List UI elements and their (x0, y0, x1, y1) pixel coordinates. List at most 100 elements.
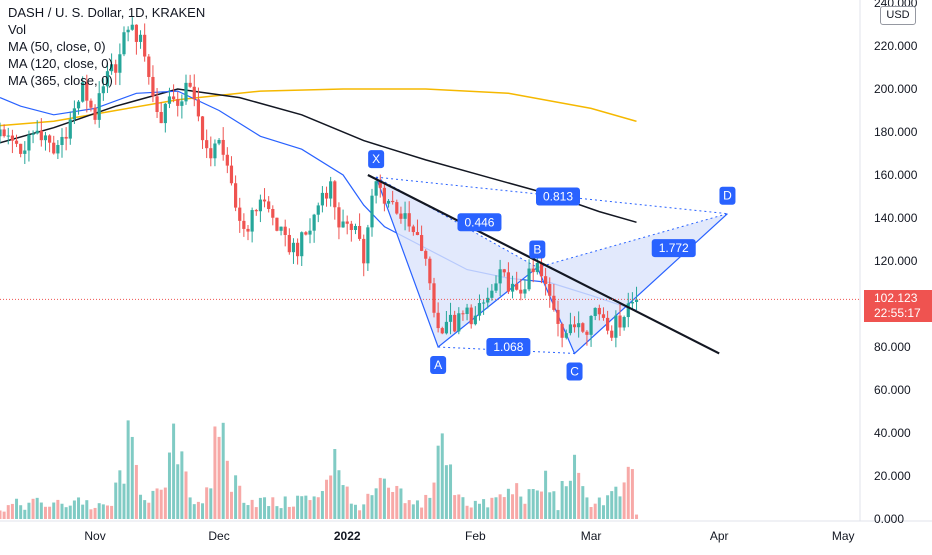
candle-body (432, 283, 436, 313)
volume-bar (320, 491, 324, 519)
candle-body (370, 195, 374, 228)
candle-body (362, 238, 366, 264)
candle-body (486, 297, 490, 303)
candle-body (205, 140, 209, 149)
volume-bar (155, 488, 159, 519)
volume-bar (97, 503, 101, 519)
candle-body (101, 86, 105, 94)
candle-body (93, 107, 97, 120)
candle-body (345, 221, 349, 224)
candle-body (411, 226, 415, 233)
candle-body (60, 136, 64, 145)
candle-body (510, 283, 515, 292)
volume-bar (325, 479, 329, 519)
x-tick-label: Apr (710, 529, 729, 543)
candle-body (122, 32, 126, 55)
candle-body (436, 312, 440, 329)
volume-bar (101, 504, 105, 519)
volume-bar (52, 502, 56, 519)
candle-body (130, 24, 134, 30)
volume-bar (304, 495, 308, 519)
candle-body (213, 143, 217, 159)
volume-bar (238, 485, 242, 519)
candle-body (275, 217, 279, 231)
candle-body (482, 302, 486, 304)
candle-body (572, 324, 577, 328)
currency-button[interactable]: USD (880, 6, 916, 25)
candle-body (300, 232, 304, 257)
candle-body (585, 331, 589, 335)
volume-bar (548, 492, 552, 519)
candle-body (420, 235, 424, 251)
pattern-point-badge (719, 186, 736, 205)
volume-bar (622, 482, 626, 519)
volume-bar (225, 460, 229, 519)
volume-bar (453, 495, 457, 519)
volume-bar (399, 488, 403, 519)
candle-body (548, 283, 552, 296)
volume-bar (184, 471, 188, 519)
candle-body (610, 330, 614, 338)
candle-body (304, 232, 308, 235)
volume-bar (531, 489, 535, 519)
volume-bar (560, 480, 564, 519)
y-tick-label: 240.000 (874, 0, 918, 10)
candle-body (312, 214, 316, 231)
candle-body (246, 228, 250, 232)
pattern-point-label: D (723, 189, 732, 203)
candle-body (262, 199, 267, 202)
candle-body (0, 129, 2, 137)
candle-body (391, 200, 395, 203)
candle-body (163, 103, 167, 124)
candle-body (502, 269, 506, 273)
volume-bar (482, 499, 486, 519)
volume-bar (77, 497, 81, 519)
volume-bar (420, 507, 424, 519)
candle-body (217, 139, 221, 144)
volume-bar (370, 495, 374, 519)
candle-body (589, 315, 593, 335)
candle-body (581, 323, 585, 332)
y-tick-label: 200.000 (874, 82, 918, 96)
volume-bar (411, 504, 415, 519)
volume-bar (205, 487, 209, 519)
volume-bar (172, 423, 176, 519)
volume-bar (329, 475, 333, 519)
candle-body (515, 283, 519, 290)
candle-body (271, 209, 275, 218)
volume-bar (192, 504, 196, 519)
volume-bar (449, 464, 453, 519)
volume-bar (39, 502, 43, 519)
candle-body (403, 213, 407, 219)
volume-bar (167, 452, 171, 519)
candle-body (151, 76, 155, 97)
volume-bar (114, 482, 118, 519)
candle-body (473, 315, 477, 325)
candle-body (395, 202, 399, 214)
volume-bar (176, 464, 180, 519)
volume-bar (209, 488, 213, 519)
legend-ma365: MA (365, close, 0) (8, 73, 113, 88)
volume-bar (573, 454, 577, 519)
candle-body (196, 99, 200, 117)
candle-body (519, 289, 523, 294)
volume-bar (48, 506, 52, 519)
candle-body (85, 82, 89, 101)
volume-bar (126, 420, 130, 519)
y-tick-label: 20.000 (874, 469, 911, 483)
volume-bar (618, 496, 622, 519)
volume-bar (163, 487, 167, 519)
volume-bar (35, 497, 39, 519)
candle-body (457, 313, 461, 332)
volume-bar (81, 504, 85, 519)
volume-bar (19, 505, 23, 519)
volume-bar (498, 494, 502, 519)
volume-bar (527, 489, 531, 519)
volume-bar (382, 478, 386, 519)
candle-body (386, 200, 391, 204)
candle-body (6, 135, 10, 137)
candle-body (341, 221, 345, 228)
candle-body (2, 129, 6, 137)
